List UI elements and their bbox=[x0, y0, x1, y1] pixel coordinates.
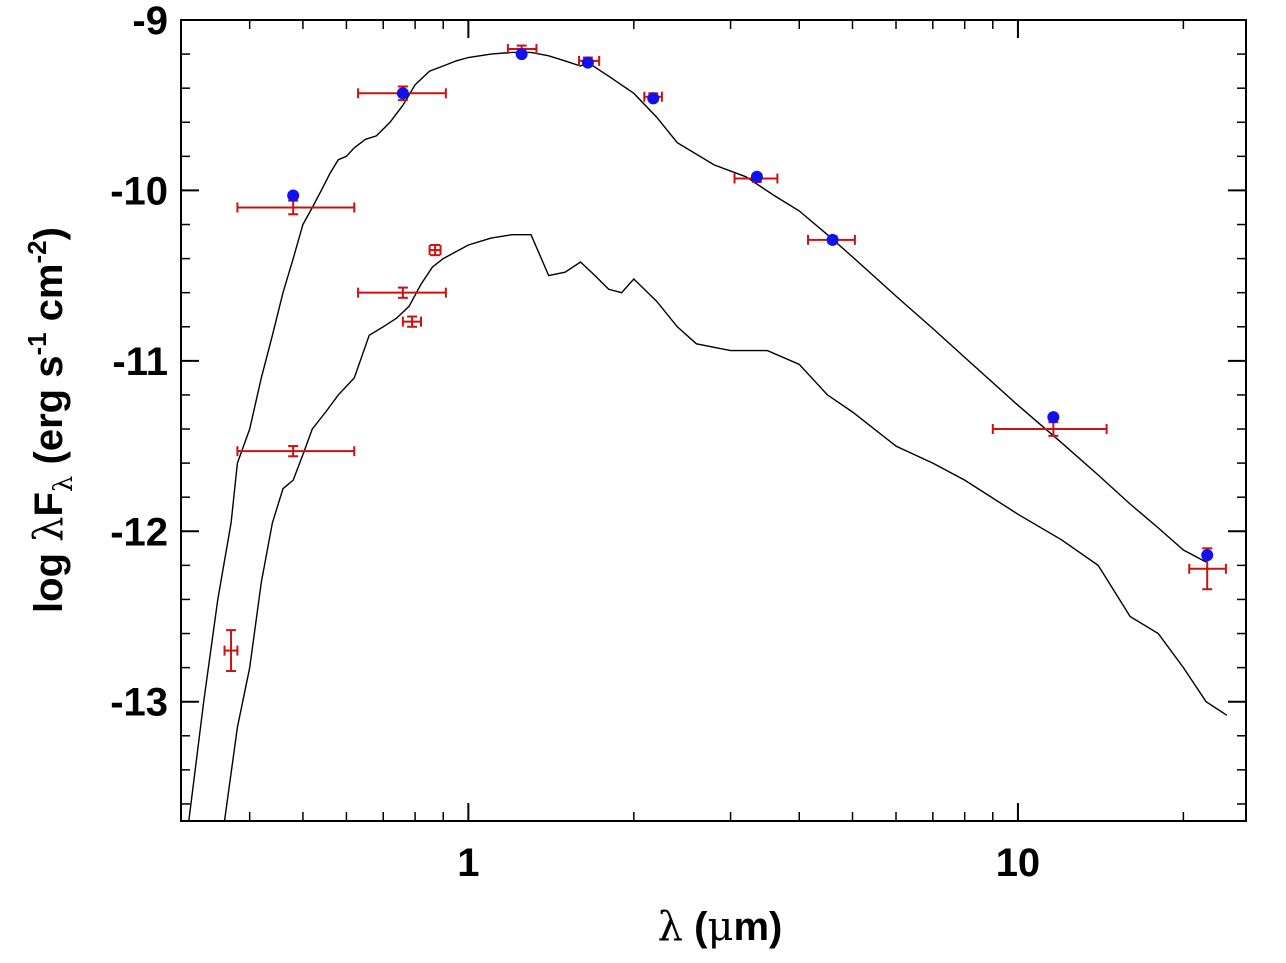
x-tick-label: 1 bbox=[457, 841, 479, 885]
y-tick-label: -12 bbox=[110, 510, 168, 554]
observed-point-4 bbox=[357, 286, 447, 299]
synthetic-point-5 bbox=[750, 170, 763, 183]
synthetic-point-3 bbox=[581, 56, 594, 69]
model-curves bbox=[188, 51, 1228, 822]
y-tick-label: -10 bbox=[110, 169, 168, 213]
y-axis-title: log λFλ (erg s-1 cm-2) bbox=[22, 227, 79, 613]
y-tick-label: -11 bbox=[112, 340, 168, 384]
y-tick-label: -13 bbox=[110, 681, 168, 725]
synthetic-point-7 bbox=[1047, 411, 1060, 424]
minor-ticks bbox=[180, 20, 1246, 821]
x-axis-title: λ (μm) bbox=[658, 904, 783, 950]
synthetic-point-4 bbox=[647, 92, 660, 105]
observed-point-6 bbox=[428, 243, 442, 257]
synthetic-point-0 bbox=[287, 189, 300, 202]
model-curve-1 bbox=[223, 234, 1228, 822]
observed-point-5 bbox=[401, 315, 422, 328]
tick-labels: 1 10 -9 -10 -11 -12 -13 bbox=[110, 0, 1040, 885]
synthetic-point-8 bbox=[1201, 549, 1214, 562]
observed-point-0 bbox=[223, 629, 239, 673]
synthetic-point-6 bbox=[826, 233, 839, 246]
model-curve-0 bbox=[188, 51, 1207, 822]
synthetic-point-2 bbox=[515, 48, 528, 61]
plot-frame bbox=[180, 19, 1247, 822]
observed-point-2 bbox=[236, 445, 356, 458]
x-tick-label: 10 bbox=[996, 841, 1041, 885]
synthetic-point-1 bbox=[396, 87, 409, 100]
synthetic-points bbox=[287, 48, 1214, 562]
y-tick-label: -9 bbox=[132, 0, 168, 43]
